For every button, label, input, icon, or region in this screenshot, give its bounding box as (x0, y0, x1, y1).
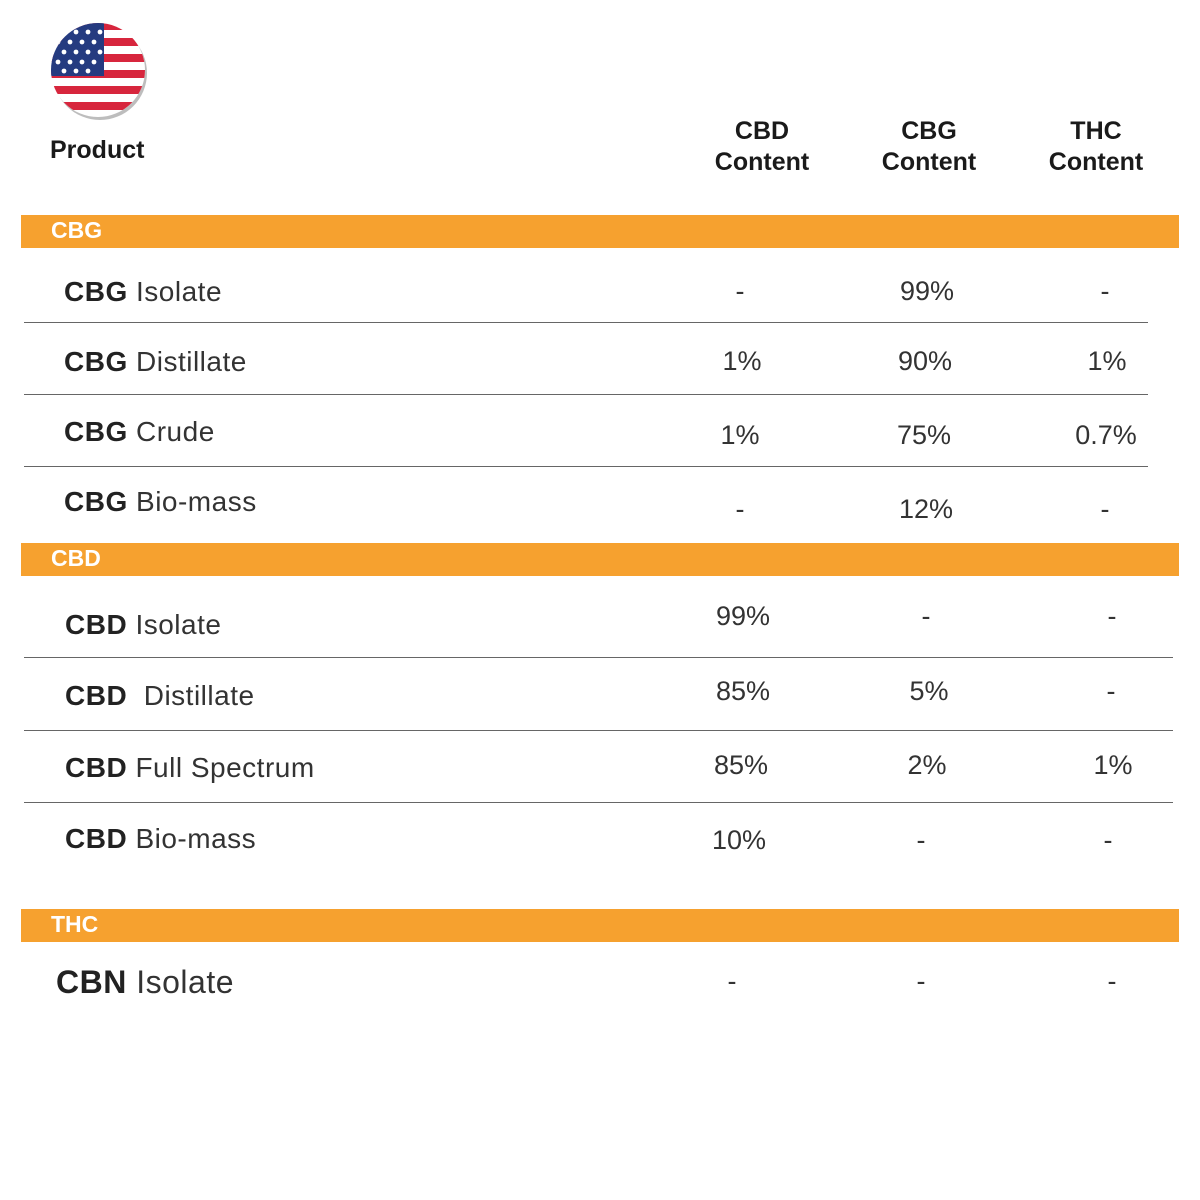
product-prefix: CBD (65, 609, 128, 640)
thc-value: - (1100, 276, 1110, 306)
product-name: CBD Distillate (65, 680, 255, 712)
row-divider (24, 394, 1148, 395)
product-prefix: CBG (64, 346, 128, 377)
product-type: Full Spectrum (135, 752, 315, 783)
product-type: Isolate (136, 964, 234, 1000)
cbg-value: - (916, 966, 926, 996)
cbg-value: 99% (899, 276, 955, 306)
thc-value: 0.7% (1075, 420, 1137, 450)
cbg-value: 12% (898, 494, 954, 524)
row-divider (24, 466, 1148, 467)
cbd-value: 10% (711, 825, 767, 855)
product-name: CBG Bio-mass (64, 486, 257, 518)
thc-value: 1% (1093, 750, 1133, 780)
product-name: CBG Crude (64, 416, 215, 448)
product-prefix: CBD (65, 752, 128, 783)
cbd-value: - (735, 494, 745, 524)
section-band-cbg: CBG (21, 215, 1179, 248)
cbg-value: - (921, 601, 931, 631)
thc-value: - (1106, 676, 1116, 706)
table-row: CBN Isolate - - - (0, 952, 1200, 1012)
thc-value: - (1100, 494, 1110, 524)
product-name: CBD Isolate (65, 609, 221, 641)
thc-value: - (1103, 825, 1113, 855)
row-divider (24, 730, 1173, 731)
product-column-header: Product (50, 136, 145, 164)
product-prefix: CBN (56, 964, 127, 1000)
table-row: CBD Bio-mass 10% - - (0, 809, 1200, 869)
product-type: Distillate (143, 680, 255, 711)
product-type: Distillate (136, 346, 247, 377)
row-divider (24, 322, 1148, 323)
section-label: THC (51, 911, 99, 937)
thc-content-header: THC Content (1011, 116, 1181, 178)
product-type: Isolate (136, 276, 223, 307)
cbd-value: - (727, 966, 737, 996)
section-label: CBG (51, 217, 103, 243)
table-row: CBD Distillate 85% 5% - (0, 666, 1200, 726)
header-line: CBD (734, 117, 790, 145)
cbg-value: 2% (907, 750, 947, 780)
cbg-value: 75% (896, 420, 952, 450)
product-prefix: CBD (65, 680, 128, 711)
cbg-value: - (916, 825, 926, 855)
product-prefix: CBD (65, 823, 128, 854)
section-label: CBD (51, 545, 101, 571)
cbd-value: 1% (722, 346, 762, 376)
product-type: Bio-mass (136, 486, 257, 517)
table-row: CBG Crude 1% 75% 0.7% (0, 402, 1200, 462)
cbd-value: 85% (713, 750, 769, 780)
row-divider (24, 657, 1173, 658)
product-type: Crude (136, 416, 215, 447)
thc-value: 1% (1087, 346, 1127, 376)
header-line: Content (714, 148, 810, 176)
header-line: Content (881, 148, 977, 176)
product-name: CBG Distillate (64, 346, 247, 378)
product-name: CBD Full Spectrum (65, 752, 315, 784)
cbd-value: 99% (715, 601, 771, 631)
table-row: CBG Distillate 1% 90% 1% (0, 332, 1200, 392)
cbd-value: 1% (720, 420, 760, 450)
header-line: THC (1070, 117, 1122, 145)
cbg-value: 5% (909, 676, 949, 706)
cbd-content-header: CBD Content (677, 116, 847, 178)
table-row: CBG Bio-mass - 12% - (0, 472, 1200, 532)
product-name: CBG Isolate (64, 276, 222, 308)
thc-value: - (1107, 966, 1117, 996)
cbd-value: 85% (715, 676, 771, 706)
table-row: CBD Isolate 99% - - (0, 595, 1200, 655)
row-divider (24, 802, 1173, 803)
cbg-content-header: CBG Content (844, 116, 1014, 178)
cbg-value: 90% (897, 346, 953, 376)
product-name: CBD Bio-mass (65, 823, 256, 855)
section-band-cbd: CBD (21, 543, 1179, 576)
thc-value: - (1107, 601, 1117, 631)
product-type: Bio-mass (135, 823, 257, 854)
product-prefix: CBG (64, 276, 128, 307)
table-row: CBG Isolate - 99% - (0, 262, 1200, 322)
product-prefix: CBG (64, 486, 128, 517)
table-row: CBD Full Spectrum 85% 2% 1% (0, 738, 1200, 798)
cbd-value: - (735, 276, 745, 306)
header-line: CBG (901, 117, 957, 145)
section-band-thc: THC (21, 909, 1179, 942)
product-type: Isolate (135, 609, 222, 640)
product-prefix: CBG (64, 416, 128, 447)
header-line: Content (1048, 148, 1144, 176)
us-flag-icon (51, 23, 147, 120)
product-name: CBN Isolate (56, 964, 234, 1001)
